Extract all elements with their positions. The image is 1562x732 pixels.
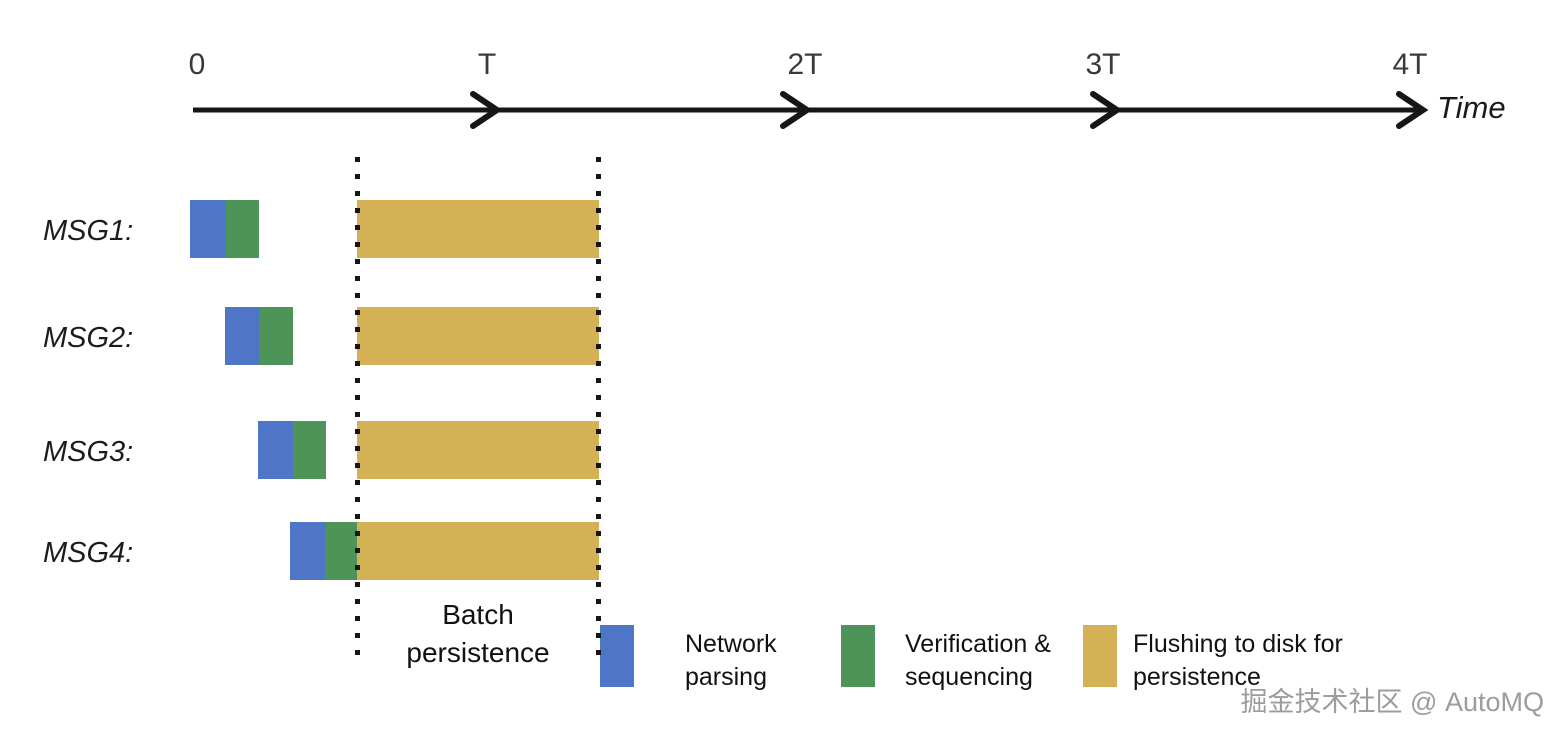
legend-swatch-verification: [841, 625, 875, 687]
axis-tick-2T: 2T: [787, 48, 823, 81]
msg3-verification-block: [293, 421, 326, 479]
legend-swatch-flushing: [1083, 625, 1117, 687]
legend-network-line1: Network: [685, 630, 777, 658]
msg4-label: MSG4:: [43, 537, 134, 569]
watermark-text: 掘金技术社区 @ AutoMQ: [1240, 687, 1544, 717]
legend-flushing-line1: Flushing to disk for: [1133, 630, 1343, 658]
axis-tick-0: 0: [188, 48, 206, 81]
time-axis-arrow: [193, 91, 1429, 129]
batch-window-end-dotted-line: [596, 157, 601, 658]
axis-tick-4T: 4T: [1392, 48, 1428, 81]
msg1-label: MSG1:: [43, 215, 134, 247]
msg4-verification-block: [325, 522, 357, 580]
msg4-flush-bar: [357, 522, 599, 580]
legend-label-network-parsing: Network parsing: [685, 628, 777, 694]
legend-swatch-network-parsing: [600, 625, 634, 687]
batch-persistence-caption: Batch persistence: [357, 596, 599, 672]
legend-label-flushing: Flushing to disk for persistence: [1133, 628, 1343, 694]
legend-verification-line1: Verification &: [905, 630, 1051, 658]
msg1-network-parsing-block: [190, 200, 225, 258]
msg3-label: MSG3:: [43, 436, 134, 468]
axis-tick-T: T: [477, 48, 497, 81]
msg2-label: MSG2:: [43, 322, 134, 354]
msg1-flush-bar: [357, 200, 599, 258]
msg3-flush-bar: [357, 421, 599, 479]
msg3-network-parsing-block: [258, 421, 293, 479]
batch-window-start-dotted-line: [355, 157, 360, 658]
batch-caption-line1: Batch: [442, 599, 514, 630]
msg4-network-parsing-block: [290, 522, 325, 580]
axis-tick-3T: 3T: [1085, 48, 1121, 81]
batch-caption-line2: persistence: [406, 637, 550, 668]
legend-verification-line2: sequencing: [905, 663, 1033, 691]
legend-flushing-line2: persistence: [1133, 663, 1261, 691]
msg2-verification-block: [259, 307, 293, 365]
legend-label-verification: Verification & sequencing: [905, 628, 1051, 694]
legend-network-line2: parsing: [685, 663, 767, 691]
msg1-verification-block: [225, 200, 259, 258]
msg2-network-parsing-block: [225, 307, 259, 365]
msg2-flush-bar: [357, 307, 599, 365]
axis-title-time: Time: [1437, 90, 1506, 125]
